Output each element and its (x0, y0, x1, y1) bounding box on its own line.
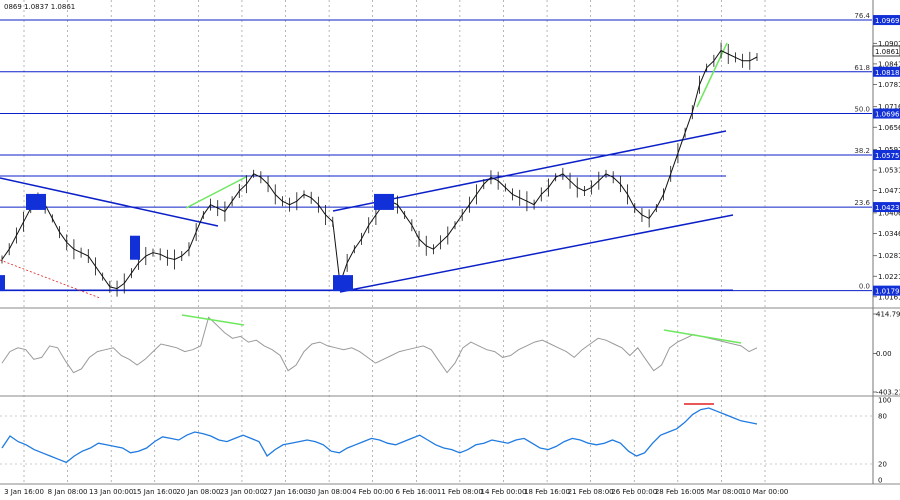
cci-tick-label: -403.234 (876, 389, 900, 397)
date-tick-label: 6 Feb 16:00 (396, 488, 437, 496)
fib-price-box (873, 285, 900, 296)
fib-price-box (873, 202, 900, 213)
green-divergence-cci-1 (181, 314, 245, 326)
fib-level-label: 0.0 (859, 283, 870, 291)
fib-level-label: 23.6 (854, 199, 870, 207)
rect-marker (0, 275, 5, 292)
channel-lower-line (339, 214, 734, 293)
fib-level-label: 50.0 (854, 106, 870, 114)
current-price-tag: 1.0861 (872, 45, 900, 57)
date-tick-label: 3 Jan 16:00 (4, 488, 44, 496)
stochastic-pane: 100 80 20 0 (0, 397, 891, 485)
cci-line (1, 316, 758, 374)
cci-tick-label: 414.7912 (876, 311, 900, 319)
fib-price-box-label: 1.0696 (875, 111, 900, 119)
price-tick-label: 1.0656 (878, 124, 900, 132)
cci-tick-label: 0.00 (876, 350, 892, 358)
price-series (1, 42, 758, 297)
price-tick-label: 1.0346 (878, 230, 900, 238)
rect-marker (333, 275, 353, 292)
date-tick-label: 28 Feb 16:00 (655, 488, 701, 496)
channel-upper-line (332, 130, 727, 212)
price-tick-label: 1.0716 (878, 103, 900, 111)
fib-price-box (873, 150, 900, 160)
date-tick-label: 15 Jan 16:00 (133, 488, 177, 496)
red-dashed-line (0, 259, 101, 299)
fib-price-box-label: 1.0818 (875, 69, 900, 77)
price-tick-label: 1.0406 (878, 209, 900, 217)
ohlc-header: 0869 1.0837 1.0861 (4, 3, 75, 11)
date-tick-label: 11 Feb 08:00 (437, 488, 483, 496)
date-tick-label: 26 Feb 00:00 (611, 488, 657, 496)
fib-price-box-label: 1.0575 (875, 152, 900, 160)
cci-pane: 414.7912 0.00 -403.234 (1, 311, 900, 397)
date-tick-label: 30 Jan 08:00 (307, 488, 351, 496)
date-tick-label: 4 Feb 00:00 (352, 488, 393, 496)
date-tick-label: 5 Mar 08:00 (700, 488, 742, 496)
date-tick-label: 8 Jan 08:00 (48, 488, 88, 496)
price-axis: 1.09011.08411.07811.07161.06561.05911.05… (873, 40, 900, 301)
green-divergence-price-1 (185, 176, 247, 209)
fib-level-label: 61.8 (854, 64, 870, 72)
fib-price-box (873, 15, 900, 26)
descending-trendline (0, 177, 219, 227)
date-tick-label: 23 Jan 00:00 (220, 488, 264, 496)
date-tick-label: 10 Mar 00:00 (742, 488, 789, 496)
stoch-tick-label: 100 (878, 397, 891, 405)
green-divergence-price-2 (696, 42, 728, 108)
trendlines (0, 42, 734, 299)
fib-price-box-label: 1.0423 (875, 204, 900, 212)
fib-price-box (873, 108, 900, 119)
fibonacci-levels: 76.4 1.0969 61.8 1.0818 50.0 1.0696 38.2 1.0575… (0, 12, 900, 296)
date-tick-label: 14 Feb 00:00 (481, 488, 527, 496)
date-tick-label: 13 Jan 00:00 (89, 488, 133, 496)
rectangle-markers (0, 193, 394, 292)
fib-price-box (873, 66, 900, 77)
stochastic-line (1, 407, 758, 464)
rect-marker (130, 235, 140, 260)
fib-level-label: 38.2 (854, 147, 870, 155)
current-price-label: 1.0861 (875, 48, 900, 56)
price-tick-label: 1.0161 (878, 293, 900, 301)
stoch-tick-label: 0 (878, 477, 882, 485)
date-tick-label: 18 Feb 16:00 (524, 488, 570, 496)
price-line (1, 49, 758, 290)
green-divergence-cci-2 (663, 329, 742, 344)
date-tick-label: 20 Jan 08:00 (176, 488, 220, 496)
vertical-grid (23, 0, 766, 484)
stoch-tick-label: 20 (878, 461, 887, 469)
date-axis: 3 Jan 16:00 8 Jan 08:00 13 Jan 00:00 15 Jan… (4, 488, 788, 496)
stoch-tick-label: 80 (878, 413, 887, 421)
date-tick-label: 27 Jan 16:00 (263, 488, 307, 496)
rect-marker (374, 193, 394, 210)
fib-level-label: 76.4 (854, 12, 870, 20)
fib-price-box-label: 1.0179 (875, 288, 900, 296)
rect-marker (26, 193, 46, 210)
fib-price-box-label: 1.0969 (875, 17, 900, 25)
date-tick-label: 21 Feb 08:00 (568, 488, 614, 496)
